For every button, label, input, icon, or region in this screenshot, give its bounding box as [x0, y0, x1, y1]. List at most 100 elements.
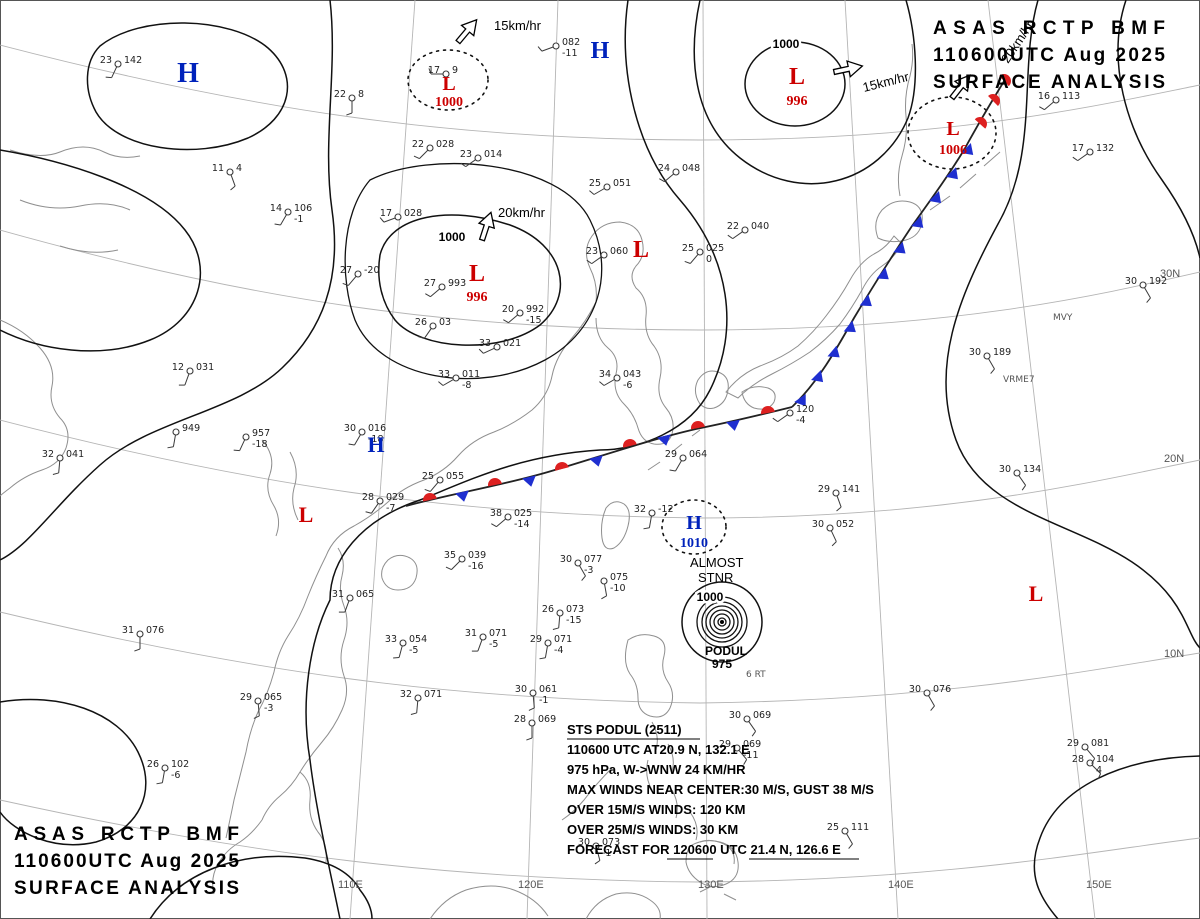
station-circle [574, 559, 582, 567]
wind-barb-tick [156, 782, 163, 785]
station-pressure: 4 [236, 163, 242, 174]
wind-barb [383, 217, 396, 223]
wind-barb-tick [1021, 485, 1027, 491]
wind-barb-tick [537, 46, 543, 52]
station-circle [741, 226, 749, 234]
typhoon-info-line4: MAX WINDS NEAR CENTER:30 M/S, GUST 38 M/… [567, 782, 874, 797]
station-plot: 957-18 [233, 428, 270, 452]
station-plot: 082-11 [537, 37, 580, 59]
wind-barb [508, 314, 519, 324]
map-labels: 1000 1000 1000 VRME7 MVY 6 RT 30N 20N 10N 110E 120… [338, 35, 1184, 892]
station-temp: 26 [415, 317, 427, 328]
warm-front-symbol [974, 117, 987, 129]
station-circle [743, 715, 751, 723]
station-tendency: -6 [623, 380, 632, 391]
station-pressure: 077 [584, 554, 602, 565]
cold-front-symbol [945, 167, 958, 180]
station-circle [161, 764, 169, 772]
wind-barb [442, 379, 454, 386]
station-plot: 29 071-4 [530, 634, 572, 660]
station-plot: 17 028 [379, 208, 422, 223]
station-temp: 30 [515, 684, 527, 695]
wind-barb [928, 695, 935, 707]
wind-barb-tick [990, 368, 995, 374]
low-center-letter: L [633, 237, 649, 263]
pressure-center-value: 1010 [680, 536, 708, 551]
station-plot: 28 029-7 [362, 492, 404, 514]
cold-front-symbol [657, 434, 671, 446]
wind-barb [496, 518, 507, 528]
station-pressure: 949 [182, 423, 200, 434]
wind-barb-tick [346, 112, 353, 116]
isobar-value-label: 1000 [697, 590, 724, 604]
station-circle [426, 144, 434, 152]
station-temp: 24 [658, 163, 670, 174]
station-id-label: MVY [1053, 313, 1073, 323]
station-tendency: -16 [468, 561, 484, 572]
station-pressure: 043 [623, 369, 641, 380]
station-pressure: 021 [503, 338, 521, 349]
station-pressure: 055 [446, 471, 464, 482]
station-plot: 23 014 [460, 149, 502, 168]
station-temp: 23 [100, 55, 112, 66]
station-plot: 33 054-5 [385, 634, 427, 659]
station-tendency: -11 [743, 750, 759, 761]
station-temp: 26 [147, 759, 159, 770]
station-circle [529, 689, 537, 697]
wind-barb-tick [1039, 106, 1045, 111]
station-pressure: 134 [1023, 464, 1041, 475]
station-plot: 30 073-1 [578, 837, 620, 865]
wind-barb-tick [478, 348, 484, 354]
wind-barb-tick [491, 523, 497, 528]
station-tendency: -18 [252, 439, 268, 450]
station-circle [786, 409, 794, 417]
station-tendency: -1 [294, 214, 303, 225]
station-pressure: 061 [539, 684, 557, 695]
station-pressure: 039 [468, 550, 486, 561]
station-plot: 35 039-16 [444, 550, 486, 572]
wind-barb-tick [659, 178, 665, 183]
station-plot: 32 041 [42, 449, 84, 475]
station-pressure: 052 [836, 519, 854, 530]
warm-front-symbol [761, 406, 775, 415]
wind-barb-tick [526, 737, 533, 741]
warm-front-symbol [423, 493, 437, 502]
station-plot: 29 065-3 [240, 692, 282, 719]
wind-barb-tick [1091, 758, 1096, 764]
fronts-lines [405, 77, 1007, 507]
cold-front-symbol [929, 191, 942, 204]
wind-barb-tick [1146, 297, 1151, 303]
cold-front-symbol [589, 455, 603, 467]
station-pressure: 104 [1096, 754, 1114, 765]
station-plot: 22 040 [727, 221, 769, 240]
station-temp: 29 [719, 739, 731, 750]
station-circle [1086, 148, 1094, 156]
typhoon-center-dot [720, 620, 724, 624]
station-plot: 22 8 [334, 89, 364, 116]
wind-barb [846, 833, 853, 845]
low-center-letter: L [469, 261, 485, 287]
station-plot: 17 132 [1072, 143, 1114, 162]
wind-barb [172, 434, 176, 447]
station-tendency: -5 [409, 645, 418, 656]
warm-front-symbol [623, 439, 637, 448]
wind-barb [354, 434, 361, 446]
station-temp: 30 [999, 464, 1011, 475]
station-circle [983, 352, 991, 360]
station-circle [226, 168, 234, 176]
wind-barb-tick [1072, 156, 1078, 162]
wind-barb [429, 481, 439, 492]
station-circle [452, 374, 460, 382]
station-plot: 34 043-6 [599, 369, 641, 391]
station-plot: 29 064 [665, 449, 707, 472]
station-pressure: 016 [368, 423, 386, 434]
typhoon-pressure-label: 975 [712, 657, 732, 671]
station-pressure: 076 [146, 625, 164, 636]
wind-barb-tick [460, 162, 466, 168]
station-plot: 30 052 [812, 519, 854, 547]
isobar-value-label: 1000 [773, 37, 800, 51]
wind-barb-tick [445, 566, 452, 571]
